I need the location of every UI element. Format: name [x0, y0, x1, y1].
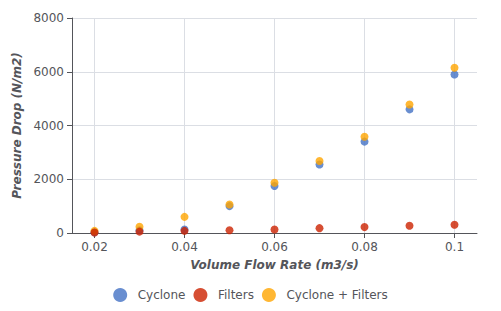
- svg-text:2000: 2000: [33, 172, 64, 186]
- svg-text:Volume Flow Rate (m3/s): Volume Flow Rate (m3/s): [190, 258, 359, 272]
- svg-text:0.1: 0.1: [445, 240, 464, 254]
- svg-text:6000: 6000: [33, 65, 64, 79]
- svg-text:8000: 8000: [33, 11, 64, 25]
- svg-text:Pressure Drop (N/m2): Pressure Drop (N/m2): [10, 52, 24, 199]
- svg-text:4000: 4000: [33, 119, 64, 133]
- svg-text:Cyclone + Filters: Cyclone + Filters: [286, 288, 387, 302]
- svg-text:0.02: 0.02: [81, 240, 108, 254]
- svg-text:0.04: 0.04: [171, 240, 198, 254]
- svg-text:Filters: Filters: [218, 288, 254, 302]
- svg-text:0: 0: [56, 226, 64, 240]
- svg-text:0.06: 0.06: [261, 240, 288, 254]
- svg-text:Cyclone: Cyclone: [138, 288, 186, 302]
- svg-text:0.08: 0.08: [351, 240, 378, 254]
